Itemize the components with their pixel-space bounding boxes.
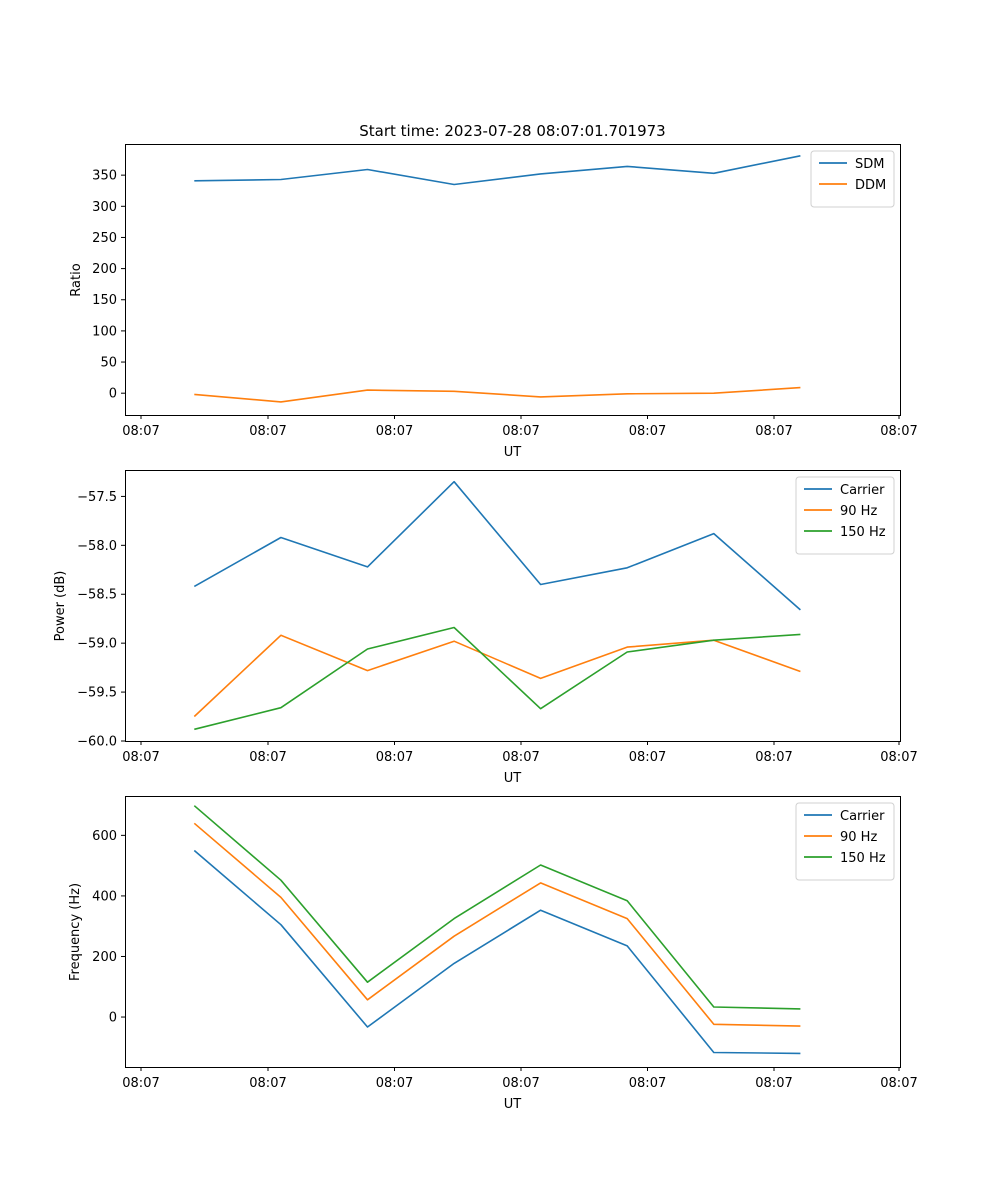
frequency-series-90-hz-line bbox=[193, 822, 801, 1027]
ratio-ytick-label: 200 bbox=[92, 262, 117, 277]
power-plot-area bbox=[193, 480, 801, 731]
ratio-yticks: 0 50 100 150 200 250 300 350 bbox=[92, 169, 125, 402]
ratio-legend-box bbox=[810, 150, 895, 208]
frequency-ytick-label: 600 bbox=[92, 829, 117, 844]
ratio-ytick-label: 50 bbox=[100, 356, 117, 371]
power-ytick-label: −59.0 bbox=[77, 637, 117, 652]
power-xticks: 08:07 08:07 08:07 08:07 08:07 08:07 08:07 bbox=[122, 741, 918, 765]
power-series-carrier-line bbox=[193, 480, 801, 611]
frequency-legend-label: Carrier bbox=[840, 809, 885, 824]
frequency-xticks: 08:07 08:07 08:07 08:07 08:07 08:07 08:07 bbox=[122, 1067, 918, 1091]
ratio-ytick-label: 0 bbox=[109, 387, 117, 402]
ratio-xtick-label: 08:07 bbox=[629, 424, 666, 439]
ratio-ytick-label: 100 bbox=[92, 324, 117, 339]
frequency-xlabel: UT bbox=[504, 1097, 522, 1112]
power-legend-label: 90 Hz bbox=[840, 504, 877, 519]
frequency-series-carrier-line bbox=[193, 849, 801, 1055]
frequency-xtick-label: 08:07 bbox=[502, 1076, 539, 1091]
ratio-ytick-label: 350 bbox=[92, 169, 117, 184]
ratio-axes-frame bbox=[125, 144, 901, 416]
ratio-xtick-label: 08:07 bbox=[880, 424, 917, 439]
power-legend-label: Carrier bbox=[840, 483, 885, 498]
frequency-series-150-hz-line bbox=[193, 805, 801, 1010]
ratio-legend: SDM DDM bbox=[810, 150, 895, 208]
ratio-xtick-label: 08:07 bbox=[249, 424, 286, 439]
ratio-ylabel: Ratio bbox=[69, 263, 84, 296]
frequency-legend: Carrier 90 Hz 150 Hz bbox=[795, 802, 895, 881]
ratio-ytick-label: 150 bbox=[92, 293, 117, 308]
frequency-ytick-label: 0 bbox=[109, 1011, 117, 1026]
power-ytick-label: −60.0 bbox=[77, 735, 117, 750]
frequency-yticks: 0 200 400 600 bbox=[92, 829, 125, 1026]
power-ytick-label: −58.0 bbox=[77, 539, 117, 554]
frequency-xtick-label: 08:07 bbox=[629, 1076, 666, 1091]
frequency-ylabel: Frequency (Hz) bbox=[68, 883, 83, 981]
power-yticks: −60.0 −59.5 −59.0 −58.5 −58.0 −57.5 bbox=[77, 490, 125, 750]
power-legend-label: 150 Hz bbox=[840, 525, 886, 540]
ratio-ytick-label: 250 bbox=[92, 231, 117, 246]
frequency-legend-label: 90 Hz bbox=[840, 830, 877, 845]
power-xlabel: UT bbox=[504, 771, 522, 786]
ratio-series-ddm-line bbox=[194, 386, 801, 403]
frequency-xtick-label: 08:07 bbox=[755, 1076, 792, 1091]
frequency-legend-box bbox=[795, 802, 895, 881]
frequency-xtick-label: 08:07 bbox=[249, 1076, 286, 1091]
ratio-xtick-label: 08:07 bbox=[502, 424, 539, 439]
power-xtick-label: 08:07 bbox=[880, 750, 917, 765]
power-series-150-hz-line bbox=[194, 626, 801, 731]
frequency-ytick-label: 400 bbox=[92, 889, 117, 904]
figure-title: Start time: 2023-07-28 08:07:01.701973 bbox=[359, 122, 665, 140]
power-xtick-label: 08:07 bbox=[249, 750, 286, 765]
ratio-xticks: 08:07 08:07 08:07 08:07 08:07 08:07 08:07 bbox=[122, 415, 918, 439]
ratio-ytick-label: 300 bbox=[92, 200, 117, 215]
ratio-xtick-label: 08:07 bbox=[755, 424, 792, 439]
power-axes-frame bbox=[125, 470, 901, 742]
power-xtick-label: 08:07 bbox=[755, 750, 792, 765]
power-legend: Carrier 90 Hz 150 Hz bbox=[795, 476, 895, 555]
power-ytick-label: −57.5 bbox=[77, 490, 117, 505]
frequency-ytick-label: 200 bbox=[92, 950, 117, 965]
power-xtick-label: 08:07 bbox=[122, 750, 159, 765]
ratio-plot-area bbox=[194, 155, 801, 403]
power-series-90-hz-line bbox=[193, 634, 801, 718]
subplot-power: −60.0−59.5−59.0−58.5−58.0−57.5 08:07 08:0… bbox=[53, 470, 918, 786]
power-legend-box bbox=[795, 476, 895, 555]
frequency-plot-area bbox=[193, 805, 801, 1055]
ratio-series-sdm-line bbox=[194, 155, 801, 186]
ratio-xtick-label: 08:07 bbox=[376, 424, 413, 439]
frequency-legend-label: 150 Hz bbox=[840, 851, 886, 866]
power-ytick-label: −59.5 bbox=[77, 686, 117, 701]
frequency-axes-frame bbox=[125, 796, 901, 1068]
power-xtick-label: 08:07 bbox=[376, 750, 413, 765]
power-xtick-label: 08:07 bbox=[629, 750, 666, 765]
ratio-legend-label: DDM bbox=[855, 178, 886, 193]
power-ytick-label: −58.5 bbox=[77, 588, 117, 603]
frequency-xtick-label: 08:07 bbox=[376, 1076, 413, 1091]
ratio-xtick-label: 08:07 bbox=[122, 424, 159, 439]
frequency-xtick-label: 08:07 bbox=[880, 1076, 917, 1091]
ratio-xlabel: UT bbox=[504, 445, 522, 460]
frequency-xtick-label: 08:07 bbox=[122, 1076, 159, 1091]
power-ylabel: Power (dB) bbox=[53, 571, 68, 642]
ratio-legend-label: SDM bbox=[855, 157, 884, 172]
power-xtick-label: 08:07 bbox=[502, 750, 539, 765]
